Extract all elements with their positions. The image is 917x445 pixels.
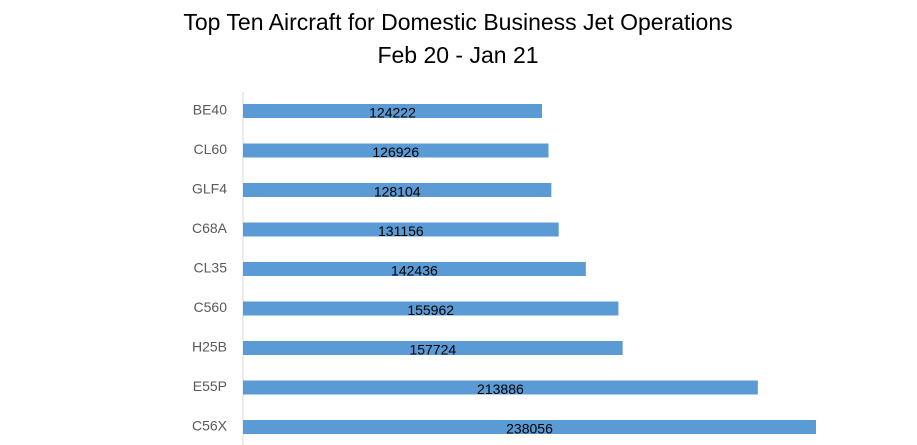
y-tick-label: CL60 <box>194 141 228 157</box>
chart-title: Top Ten Aircraft for Domestic Business J… <box>183 9 732 35</box>
bar <box>243 341 623 355</box>
data-label: 126926 <box>372 144 419 160</box>
bar <box>243 380 758 395</box>
data-label: 238056 <box>506 421 553 437</box>
data-label: 124222 <box>369 105 416 121</box>
data-label: 213886 <box>477 381 524 397</box>
bar <box>243 183 552 197</box>
bar <box>243 301 619 316</box>
bar <box>243 104 543 118</box>
data-label: 131156 <box>378 223 424 239</box>
bar <box>243 143 549 158</box>
y-tick-label: GLF4 <box>192 181 227 197</box>
bar <box>243 262 586 276</box>
chart-subtitle: Feb 20 - Jan 21 <box>377 42 538 68</box>
y-tick-label: E55P <box>193 378 227 394</box>
y-tick-label: C56X <box>192 418 228 434</box>
data-label: 157724 <box>409 342 456 358</box>
data-label: 142436 <box>391 263 438 279</box>
data-label: 128104 <box>374 184 421 200</box>
y-tick-label: C560 <box>194 299 228 315</box>
y-tick-label: C68A <box>192 220 228 236</box>
data-label: 155962 <box>407 302 454 318</box>
y-tick-label: CL35 <box>194 260 228 276</box>
y-tick-label: BE40 <box>193 102 227 118</box>
bar <box>243 420 816 434</box>
bar <box>243 222 559 237</box>
y-tick-label: H25B <box>192 339 227 355</box>
